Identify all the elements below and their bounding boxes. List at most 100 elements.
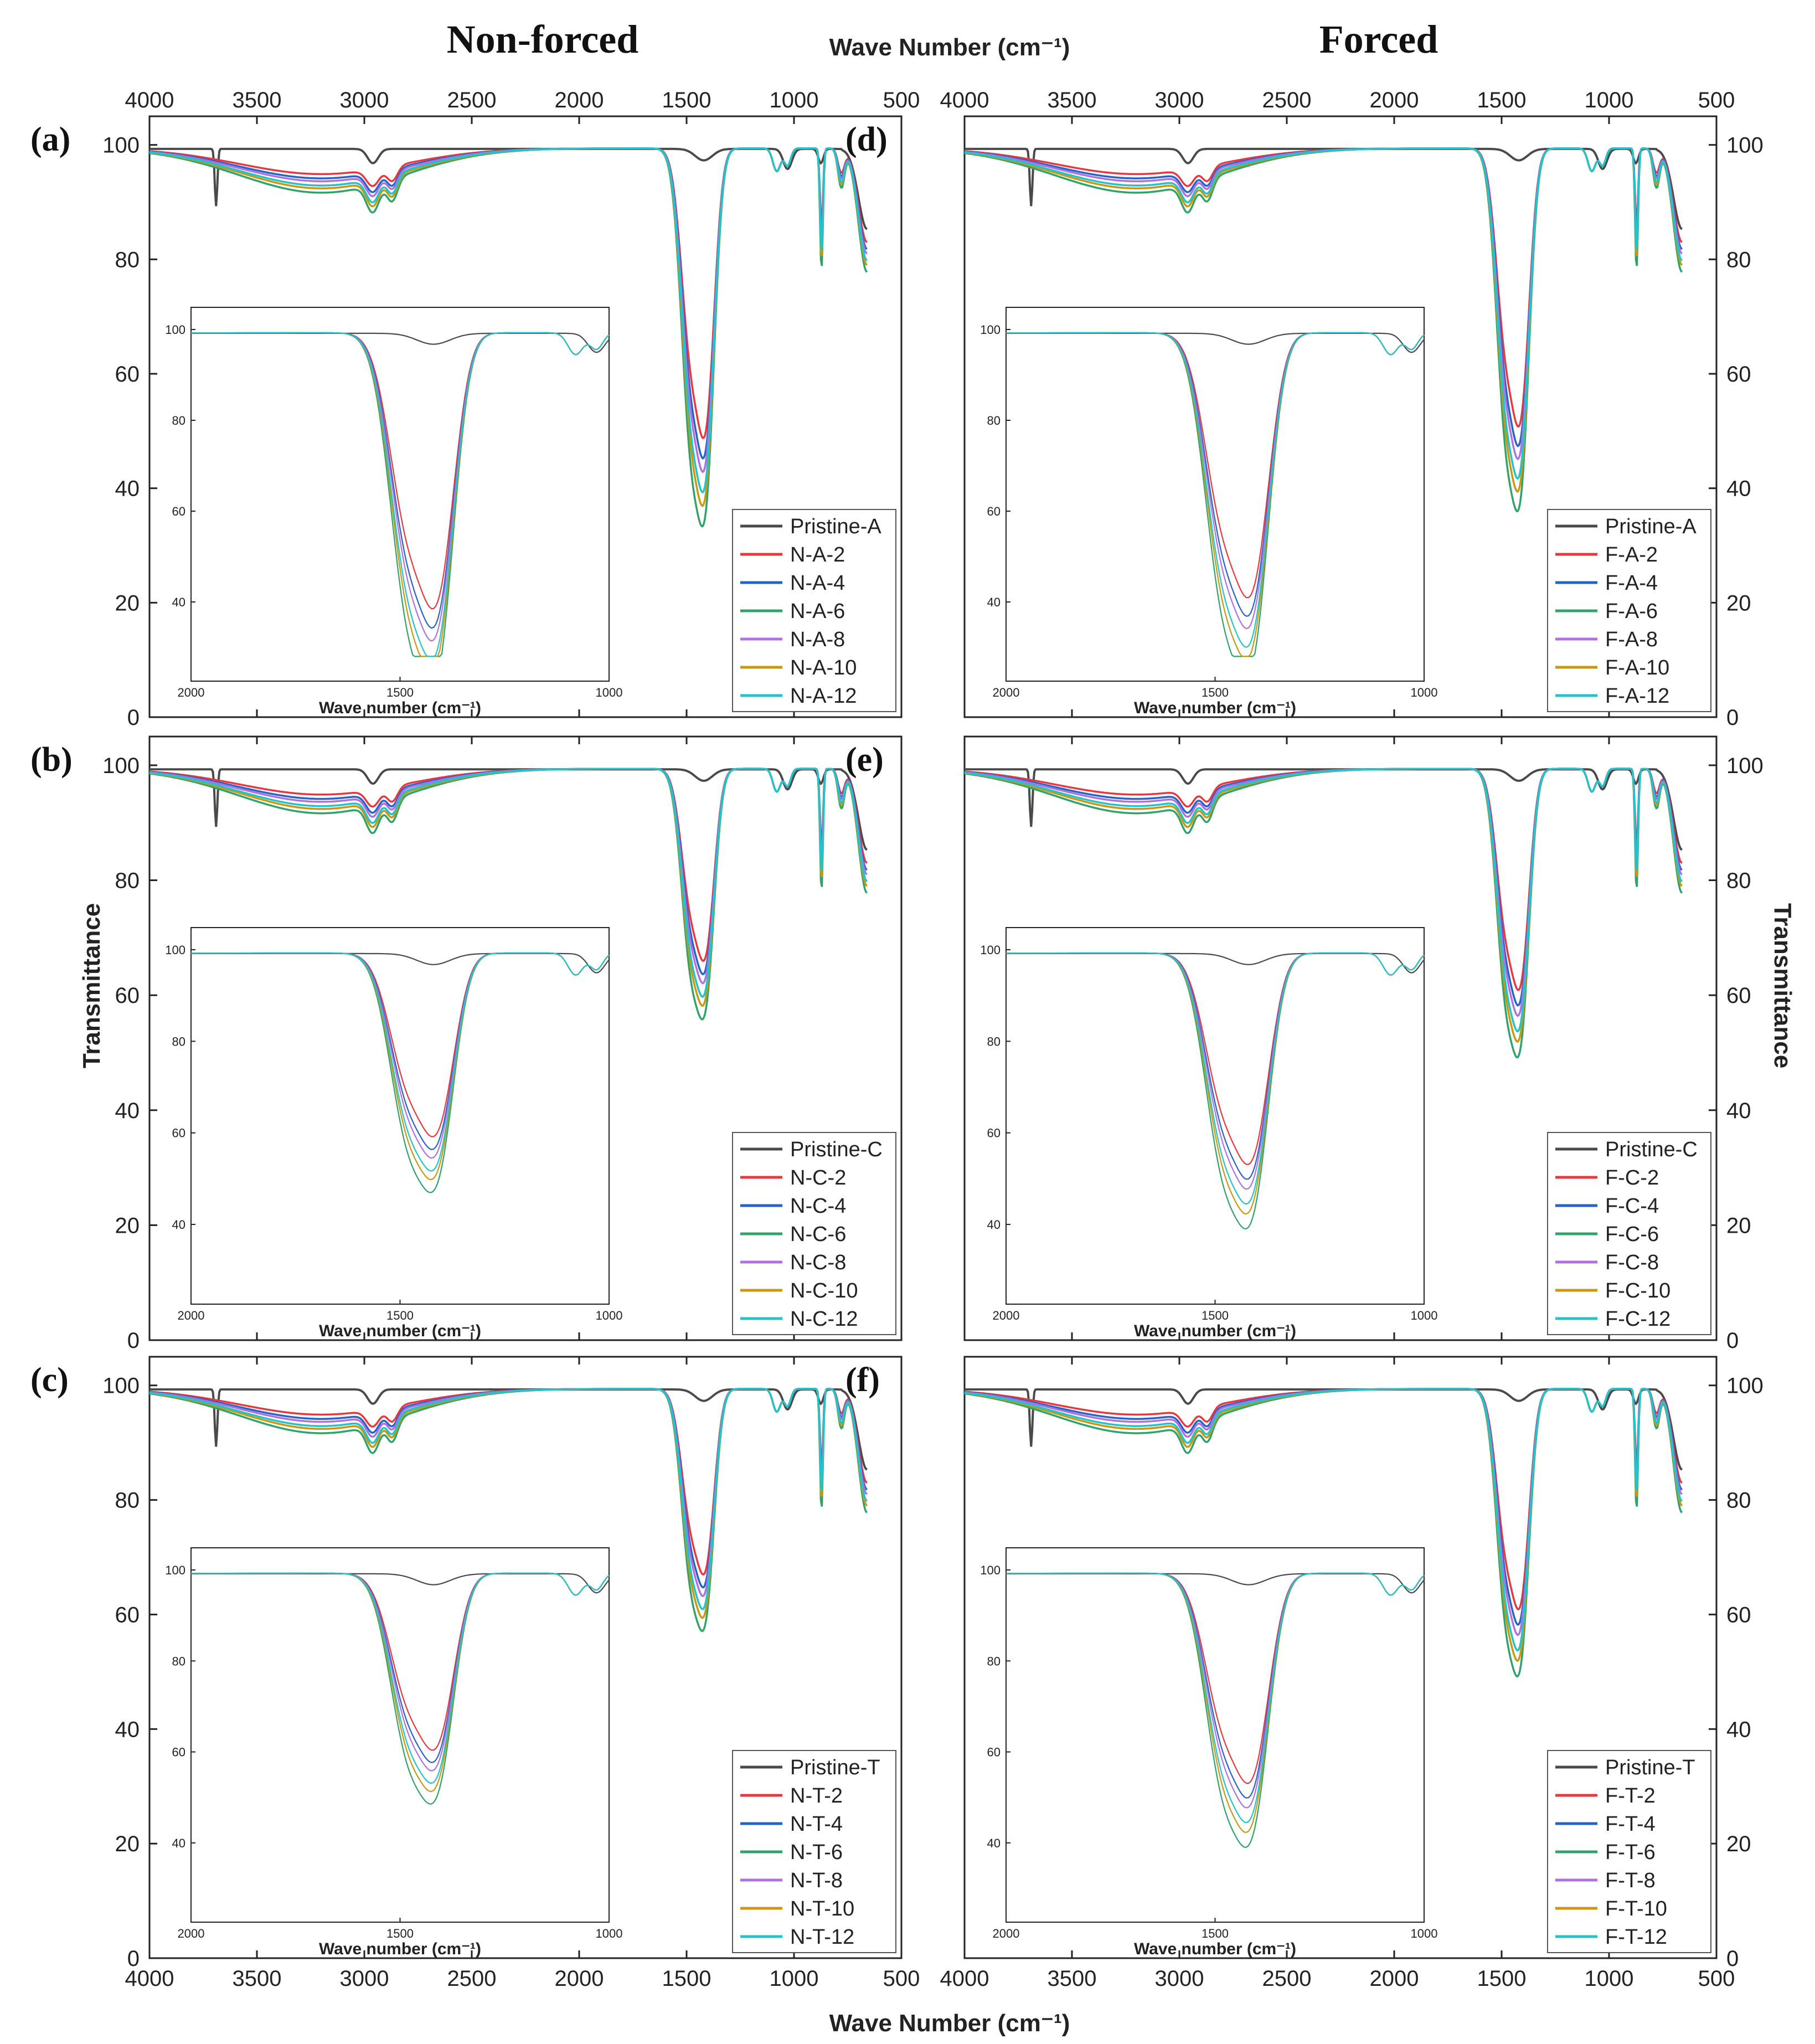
y-tick-label: 60 bbox=[1726, 984, 1751, 1008]
title-forced: Forced bbox=[1319, 17, 1438, 61]
inset-plot: 2000 1500 1000 100 80 60 40 Wave number (cm⁻¹) bbox=[165, 1547, 623, 1958]
legend-label: F-A-2 bbox=[1605, 543, 1658, 567]
inset-y-tick-label: 40 bbox=[987, 1218, 1001, 1232]
legend-label: F-C-8 bbox=[1605, 1251, 1659, 1274]
x-tick-label: 1500 bbox=[1477, 88, 1527, 112]
inset-y-tick-label: 80 bbox=[172, 1654, 185, 1668]
inset-y-tick-label: 100 bbox=[165, 943, 185, 957]
legend-label: Pristine-T bbox=[790, 1756, 880, 1779]
plot-frame bbox=[963, 735, 1718, 1341]
legend-label: N-A-2 bbox=[790, 543, 845, 567]
inset-y-tick-label: 40 bbox=[172, 1836, 185, 1850]
y-tick-label: 20 bbox=[115, 1213, 140, 1238]
inset-x-tick-label: 1000 bbox=[1411, 686, 1438, 699]
inset-y-tick-label: 100 bbox=[980, 323, 1001, 337]
x-tick-label: 1500 bbox=[1477, 1966, 1527, 1991]
inset-y-tick-label: 80 bbox=[172, 1034, 185, 1048]
x-tick-label: 1000 bbox=[1585, 88, 1634, 112]
y-tick-label: 40 bbox=[115, 477, 140, 501]
inset-x-tick-label: 1000 bbox=[1411, 1309, 1438, 1322]
x-tick-label: 3500 bbox=[1048, 88, 1097, 112]
legend: Pristine-A F-A-2 F-A-4 F-A-6 F-A-8 F-A-10 F-A-… bbox=[1547, 509, 1711, 712]
y-tick-label: 0 bbox=[127, 1329, 140, 1353]
x-axis-label-bottom: Wave Number (cm⁻¹) bbox=[829, 2010, 1070, 2037]
inset-x-axis-label: Wave number (cm⁻¹) bbox=[1134, 1322, 1296, 1340]
legend-label: N-T-8 bbox=[790, 1869, 843, 1892]
y-tick-label: 20 bbox=[115, 591, 140, 615]
x-tick-label: 500 bbox=[1698, 1966, 1735, 1991]
legend-label: Pristine-C bbox=[790, 1138, 883, 1161]
series-line bbox=[965, 768, 1683, 851]
x-tick-label: 2500 bbox=[1262, 1966, 1312, 1991]
x-tick-label: 3000 bbox=[1155, 88, 1204, 112]
legend-label: F-C-4 bbox=[1605, 1195, 1659, 1218]
x-axis-label-top: Wave Number (cm⁻¹) bbox=[829, 34, 1070, 61]
y-tick-label: 60 bbox=[115, 984, 140, 1008]
x-tick-label: 4000 bbox=[940, 1966, 989, 1991]
inset-plot: 2000 1500 1000 100 80 60 40 Wave number (cm⁻¹) bbox=[980, 927, 1438, 1340]
y-tick-label: 100 bbox=[102, 1374, 140, 1398]
legend-label: N-C-8 bbox=[790, 1251, 846, 1274]
inset-x-tick-label: 2000 bbox=[993, 1927, 1020, 1940]
legend-label: Pristine-A bbox=[1605, 515, 1697, 538]
panel-label: (c) bbox=[30, 1361, 69, 1399]
series-line bbox=[149, 1388, 868, 1610]
x-tick-label: 2000 bbox=[1370, 88, 1419, 112]
x-tick-label: 500 bbox=[883, 88, 920, 112]
inset-frame bbox=[1006, 307, 1425, 682]
inset-x-tick-label: 1500 bbox=[386, 1309, 414, 1322]
inset-x-tick-label: 2000 bbox=[178, 686, 205, 699]
x-tick-label: 2000 bbox=[555, 1966, 604, 1991]
inset-x-axis-label: Wave number (cm⁻¹) bbox=[319, 1940, 481, 1958]
y-axis-label-left: Transmittance bbox=[78, 903, 105, 1068]
inset-x-tick-label: 1500 bbox=[386, 1927, 414, 1940]
x-tick-label: 3000 bbox=[340, 1966, 389, 1991]
panel-f: (f) 0 20 40 60 80 100 4000 3500 3000 2500 2000 1500 1… bbox=[845, 1356, 1764, 1991]
legend-label: N-C-12 bbox=[790, 1307, 858, 1331]
series-line bbox=[149, 768, 868, 998]
plot-frame bbox=[148, 115, 903, 718]
inset-series-line bbox=[190, 1572, 610, 1784]
legend-label: N-T-2 bbox=[790, 1784, 843, 1808]
y-tick-label: 0 bbox=[127, 706, 140, 730]
legend-label: F-T-8 bbox=[1605, 1869, 1656, 1892]
x-tick-label: 4000 bbox=[940, 88, 989, 112]
y-tick-label: 40 bbox=[1726, 1099, 1751, 1123]
series-line bbox=[149, 147, 868, 494]
inset-x-tick-label: 1000 bbox=[596, 1927, 623, 1940]
x-tick-label: 3000 bbox=[1155, 1966, 1204, 1991]
legend-label: N-A-8 bbox=[790, 628, 845, 651]
legend-label: F-T-6 bbox=[1605, 1841, 1656, 1864]
inset-y-tick-label: 100 bbox=[165, 1563, 185, 1577]
legend-label: N-T-12 bbox=[790, 1925, 854, 1949]
y-tick-label: 80 bbox=[115, 1489, 140, 1513]
y-tick-label: 40 bbox=[115, 1717, 140, 1742]
plot-frame bbox=[963, 1356, 1718, 1959]
panel-label: (f) bbox=[845, 1361, 880, 1399]
inset-y-tick-label: 60 bbox=[172, 1126, 185, 1140]
x-tick-label: 2000 bbox=[555, 88, 604, 112]
x-tick-label: 2500 bbox=[1262, 88, 1312, 112]
x-tick-label: 3500 bbox=[1048, 1966, 1097, 1991]
y-tick-label: 100 bbox=[1726, 754, 1764, 778]
legend-label: F-T-10 bbox=[1605, 1897, 1667, 1921]
x-tick-label: 2000 bbox=[1370, 1966, 1419, 1991]
y-tick-label: 20 bbox=[1726, 1832, 1751, 1856]
plot-frame bbox=[963, 115, 1718, 718]
y-tick-label: 20 bbox=[115, 1832, 140, 1856]
legend-label: F-A-10 bbox=[1605, 656, 1669, 679]
inset-y-tick-label: 100 bbox=[980, 1563, 1001, 1577]
legend-label: N-C-10 bbox=[790, 1279, 858, 1302]
x-tick-label: 1000 bbox=[770, 1966, 819, 1991]
y-tick-label: 0 bbox=[127, 1947, 140, 1971]
y-tick-label: 100 bbox=[102, 754, 140, 778]
x-tick-label: 2500 bbox=[447, 88, 497, 112]
series-line bbox=[965, 1388, 1683, 1471]
inset-y-tick-label: 80 bbox=[987, 1034, 1001, 1048]
panel-c: (c) 0 20 40 60 80 100 4000 3500 3000 2500 2000 1500 1… bbox=[30, 1356, 920, 1991]
y-tick-label: 100 bbox=[102, 133, 140, 158]
legend: Pristine-C N-C-2 N-C-4 N-C-6 N-C-8 N-C-10 N-C-… bbox=[732, 1132, 896, 1335]
x-tick-label: 2500 bbox=[447, 1966, 497, 1991]
inset-series-line bbox=[191, 332, 610, 657]
inset-x-tick-label: 1500 bbox=[1202, 686, 1229, 699]
